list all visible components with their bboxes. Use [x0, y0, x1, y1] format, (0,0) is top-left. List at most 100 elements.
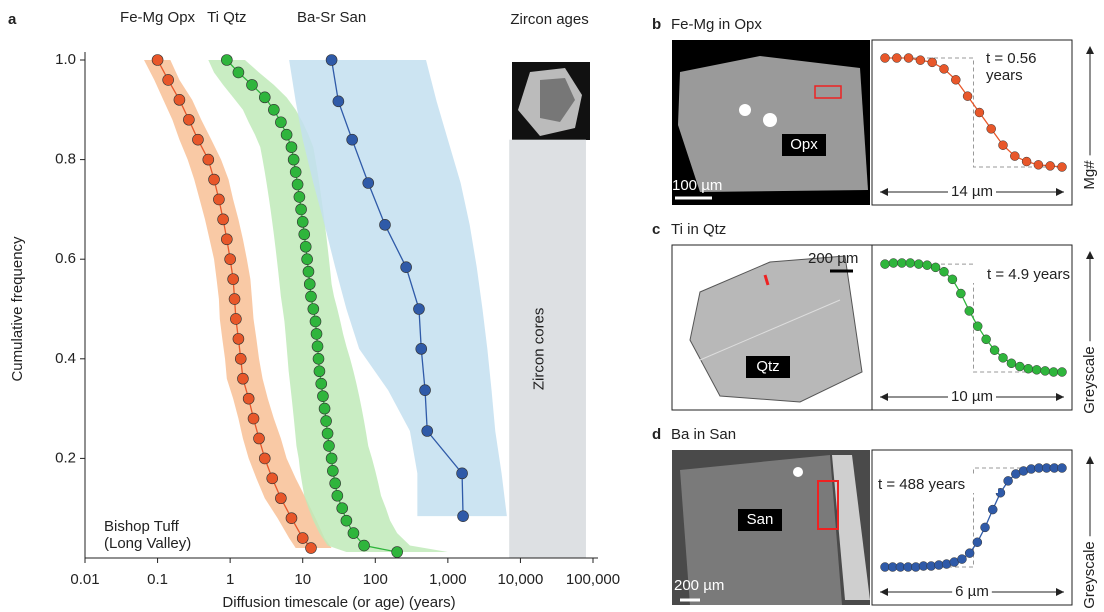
data-point [316, 378, 327, 389]
data-point [314, 366, 325, 377]
profile-point [881, 54, 890, 63]
profile-point [1049, 368, 1058, 377]
data-point [359, 540, 370, 551]
panel-title: Ba in San [671, 426, 736, 443]
data-point [296, 204, 307, 215]
y-tick-label: 0.6 [55, 250, 76, 267]
data-point [305, 543, 316, 554]
y-axis-label: Greyscale [1081, 541, 1098, 609]
profile-point [940, 267, 949, 276]
figure: Opx 100 µm Qtz 200 µm San 200 µm a Zircon… [0, 0, 1104, 612]
profile-point [1032, 365, 1041, 374]
data-point [300, 241, 311, 252]
length-label: 10 µm [951, 388, 993, 405]
data-point [326, 453, 337, 464]
panel-label: b [652, 16, 661, 33]
x-tick-label: 100 [363, 571, 388, 588]
profile-point [1022, 157, 1031, 166]
data-point [281, 129, 292, 140]
x-tick-label: 10,000 [497, 571, 543, 588]
data-point [174, 94, 185, 105]
profile-point [1007, 359, 1016, 368]
profile-point [981, 523, 990, 532]
profile-point [965, 549, 974, 558]
data-point [363, 178, 374, 189]
profile-point [904, 54, 913, 63]
data-point [254, 433, 265, 444]
data-point [229, 294, 240, 305]
data-point [348, 528, 359, 539]
data-point [321, 416, 332, 427]
opx-image: Opx 100 µm [672, 40, 870, 205]
data-point [152, 55, 163, 66]
profile-point [957, 555, 966, 564]
profile-point [914, 260, 923, 269]
profile-point [1004, 476, 1013, 485]
data-point [422, 426, 433, 437]
profile-point [906, 259, 915, 268]
data-point [275, 117, 286, 128]
data-point [225, 254, 236, 265]
profile-point [973, 322, 982, 331]
zircon-label: Zircon ages [510, 11, 588, 28]
y-tick-label: 0.8 [55, 151, 76, 168]
data-point [192, 134, 203, 145]
data-point [305, 291, 316, 302]
x-tick-label: 10 [294, 571, 311, 588]
panel-label: d [652, 426, 661, 443]
data-point [347, 134, 358, 145]
profile-point [1058, 464, 1067, 473]
x-tick-label: 1,000 [429, 571, 467, 588]
zircon-band [509, 140, 586, 558]
data-point [379, 219, 390, 230]
arrow-head [1086, 456, 1094, 464]
x-axis-label: Diffusion timescale (or age) (years) [222, 594, 455, 611]
data-point [290, 167, 301, 178]
panel-title: Ti in Qtz [671, 221, 726, 238]
data-point [235, 353, 246, 364]
profile-point [1058, 163, 1067, 172]
data-point [323, 440, 334, 451]
data-point [218, 214, 229, 225]
profile-point [988, 505, 997, 514]
scale-bar-label: 100 µm [672, 177, 722, 194]
data-point [319, 403, 330, 414]
y-axis-label: Mg# [1081, 160, 1098, 190]
data-point [286, 513, 297, 524]
series-label: Ba-Sr San [292, 9, 372, 26]
profile-point [963, 92, 972, 101]
profile-point [982, 335, 991, 344]
arrow-head [1086, 251, 1094, 259]
data-point [209, 174, 220, 185]
length-label: 6 µm [955, 583, 989, 600]
qtz-image: Qtz 200 µm [690, 250, 862, 402]
data-point [310, 316, 321, 327]
data-point [304, 279, 315, 290]
profile-point [1034, 160, 1043, 169]
data-point [275, 493, 286, 504]
data-point [243, 393, 254, 404]
data-point [322, 428, 333, 439]
data-point [237, 373, 248, 384]
data-point [313, 353, 324, 364]
data-point [259, 92, 270, 103]
data-point [330, 478, 341, 489]
profile-point [999, 141, 1008, 150]
series-label: Fe-Mg Opx [118, 9, 198, 26]
data-point [221, 55, 232, 66]
data-point [401, 262, 412, 273]
profile-point [999, 353, 1008, 362]
image-label: Opx [790, 136, 818, 153]
data-point [312, 341, 323, 352]
profile-point [1041, 366, 1050, 375]
panel-label: c [652, 221, 660, 238]
data-point [392, 547, 403, 558]
data-point [332, 490, 343, 501]
panel-label: a [8, 11, 17, 28]
profile-point [1010, 152, 1019, 161]
image-label: San [747, 511, 774, 528]
san-image: San 200 µm [672, 450, 870, 605]
y-tick-label: 0.2 [55, 449, 76, 466]
profile-point [940, 64, 949, 73]
data-point [268, 104, 279, 115]
